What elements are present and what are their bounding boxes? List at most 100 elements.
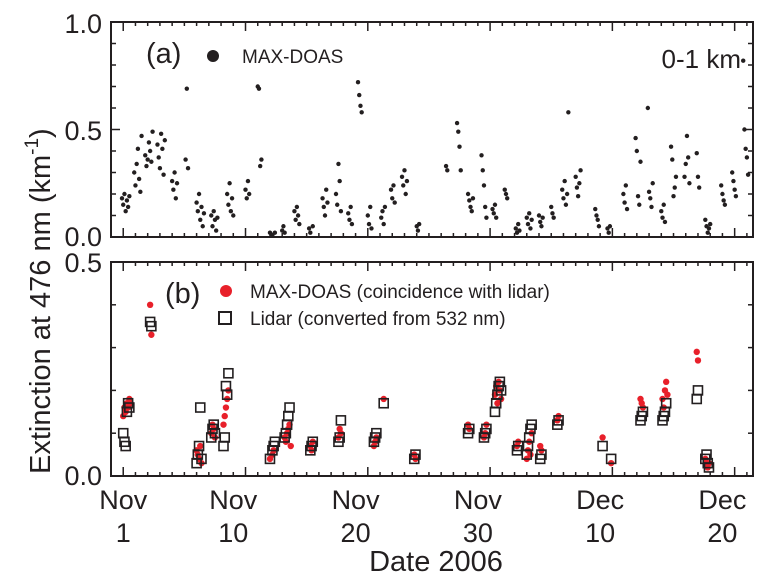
lidar-point	[605, 453, 617, 465]
maxdoas-a-point	[227, 181, 232, 186]
maxdoas-a-point	[527, 211, 532, 216]
maxdoas-a-point	[648, 196, 653, 201]
lidar-point	[221, 389, 233, 400]
maxdoas-b-point	[146, 301, 154, 308]
maxdoas-a-point	[622, 200, 627, 205]
maxdoas-a-point	[355, 80, 361, 85]
maxdoas-a-point	[325, 200, 330, 205]
maxdoas-a-point	[672, 185, 677, 190]
maxdoas-a-point	[731, 178, 736, 184]
lidar-point	[146, 320, 157, 332]
maxdoas-a-point	[333, 191, 339, 197]
panel-b-y-tick-label: 0.0	[64, 461, 102, 491]
lidar-point	[117, 427, 129, 439]
legend-b-lidar-label: Lidar (converted from 532 nm)	[250, 309, 506, 330]
maxdoas-a-point	[606, 230, 611, 235]
maxdoas-a-point	[322, 213, 328, 218]
lidar-point	[481, 423, 492, 435]
maxdoas-b-point	[693, 348, 700, 356]
maxdoas-a-point	[549, 204, 554, 210]
maxdoas-a-point	[687, 181, 692, 186]
maxdoas-a-point	[595, 217, 600, 222]
maxdoas-a-point	[482, 204, 488, 210]
x-tick-label-day: 10	[218, 518, 248, 548]
lidar-point	[196, 453, 207, 465]
maxdoas-a-point	[720, 191, 725, 197]
maxdoas-a-point	[215, 215, 220, 220]
maxdoas-a-point	[346, 211, 351, 216]
maxdoas-a-point	[490, 206, 495, 212]
maxdoas-a-point	[336, 161, 341, 167]
panel-b-ticks	[111, 261, 753, 477]
maxdoas-a-point	[503, 191, 509, 197]
maxdoas-a-point	[415, 228, 421, 233]
panel-a-altitude-label: 0-1 km	[662, 44, 741, 74]
x-tick-label-day: 1	[116, 518, 131, 548]
panel-b-frame	[110, 261, 754, 477]
maxdoas-a-point	[349, 221, 355, 227]
lidar-point	[410, 449, 421, 460]
maxdoas-a-point	[705, 230, 710, 235]
maxdoas-a-point	[682, 174, 687, 179]
maxdoas-a-point	[155, 142, 160, 147]
maxdoas-a-point	[158, 131, 164, 136]
maxdoas-a-point	[256, 86, 262, 91]
maxdoas-a-point	[560, 187, 565, 192]
lidar-point	[193, 440, 205, 452]
legend-b-lidar-marker	[218, 311, 232, 325]
lidar-point	[378, 397, 389, 409]
lidar-point	[283, 410, 294, 422]
panel-a-y-tick-label: 0.0	[64, 222, 102, 252]
maxdoas-a-point	[357, 92, 362, 98]
maxdoas-a-point	[703, 217, 708, 222]
maxdoas-a-point	[562, 178, 567, 184]
maxdoas-a-point	[246, 191, 252, 197]
maxdoas-a-point	[381, 221, 386, 227]
maxdoas-a-point	[134, 161, 139, 167]
lidar-point	[495, 385, 507, 396]
x-tick-label-month: Dec	[576, 485, 624, 515]
maxdoas-a-point	[121, 202, 126, 207]
maxdoas-a-point	[199, 204, 204, 210]
maxdoas-a-point	[416, 221, 422, 227]
x-tick-label-day: 20	[341, 518, 371, 548]
maxdoas-a-point	[695, 174, 701, 179]
maxdoas-a-point	[465, 191, 471, 197]
maxdoas-a-point	[659, 209, 664, 214]
maxdoas-a-point	[173, 196, 179, 201]
maxdoas-a-point	[194, 200, 199, 205]
panel-b-label: (b)	[165, 278, 200, 310]
maxdoas-a-point	[574, 185, 580, 190]
maxdoas-a-point	[257, 163, 263, 169]
maxdoas-a-point	[649, 204, 654, 210]
x-tick-label-day: 10	[585, 518, 615, 548]
lidar-point	[637, 406, 649, 418]
maxdoas-a-point	[388, 187, 394, 192]
maxdoas-a-point	[146, 140, 152, 145]
maxdoas-a-point	[468, 204, 473, 210]
lidar-point	[660, 397, 672, 409]
maxdoas-a-point	[744, 155, 750, 160]
maxdoas-a-point	[635, 193, 641, 199]
legend-b-maxdoas-marker	[220, 285, 232, 297]
maxdoas-a-point	[401, 183, 406, 188]
maxdoas-a-point	[365, 213, 370, 218]
lidar-point	[219, 432, 231, 443]
maxdoas-a-point	[733, 193, 739, 199]
lidar-point	[526, 419, 537, 430]
maxdoas-a-point	[538, 219, 543, 225]
maxdoas-a-point	[403, 191, 408, 197]
maxdoas-a-point	[133, 183, 138, 188]
maxdoas-a-point	[147, 148, 153, 154]
panel-a-points	[119, 58, 751, 238]
maxdoas-a-point	[292, 209, 297, 214]
maxdoas-a-point	[650, 181, 655, 186]
x-tick-label-month: Nov	[454, 485, 503, 515]
maxdoas-a-point	[391, 183, 396, 188]
maxdoas-a-point	[645, 105, 651, 111]
maxdoas-a-point	[228, 209, 234, 214]
maxdoas-a-point	[502, 187, 507, 192]
maxdoas-a-point	[337, 178, 342, 184]
maxdoas-a-point	[272, 230, 278, 235]
lidar-point	[307, 436, 319, 448]
